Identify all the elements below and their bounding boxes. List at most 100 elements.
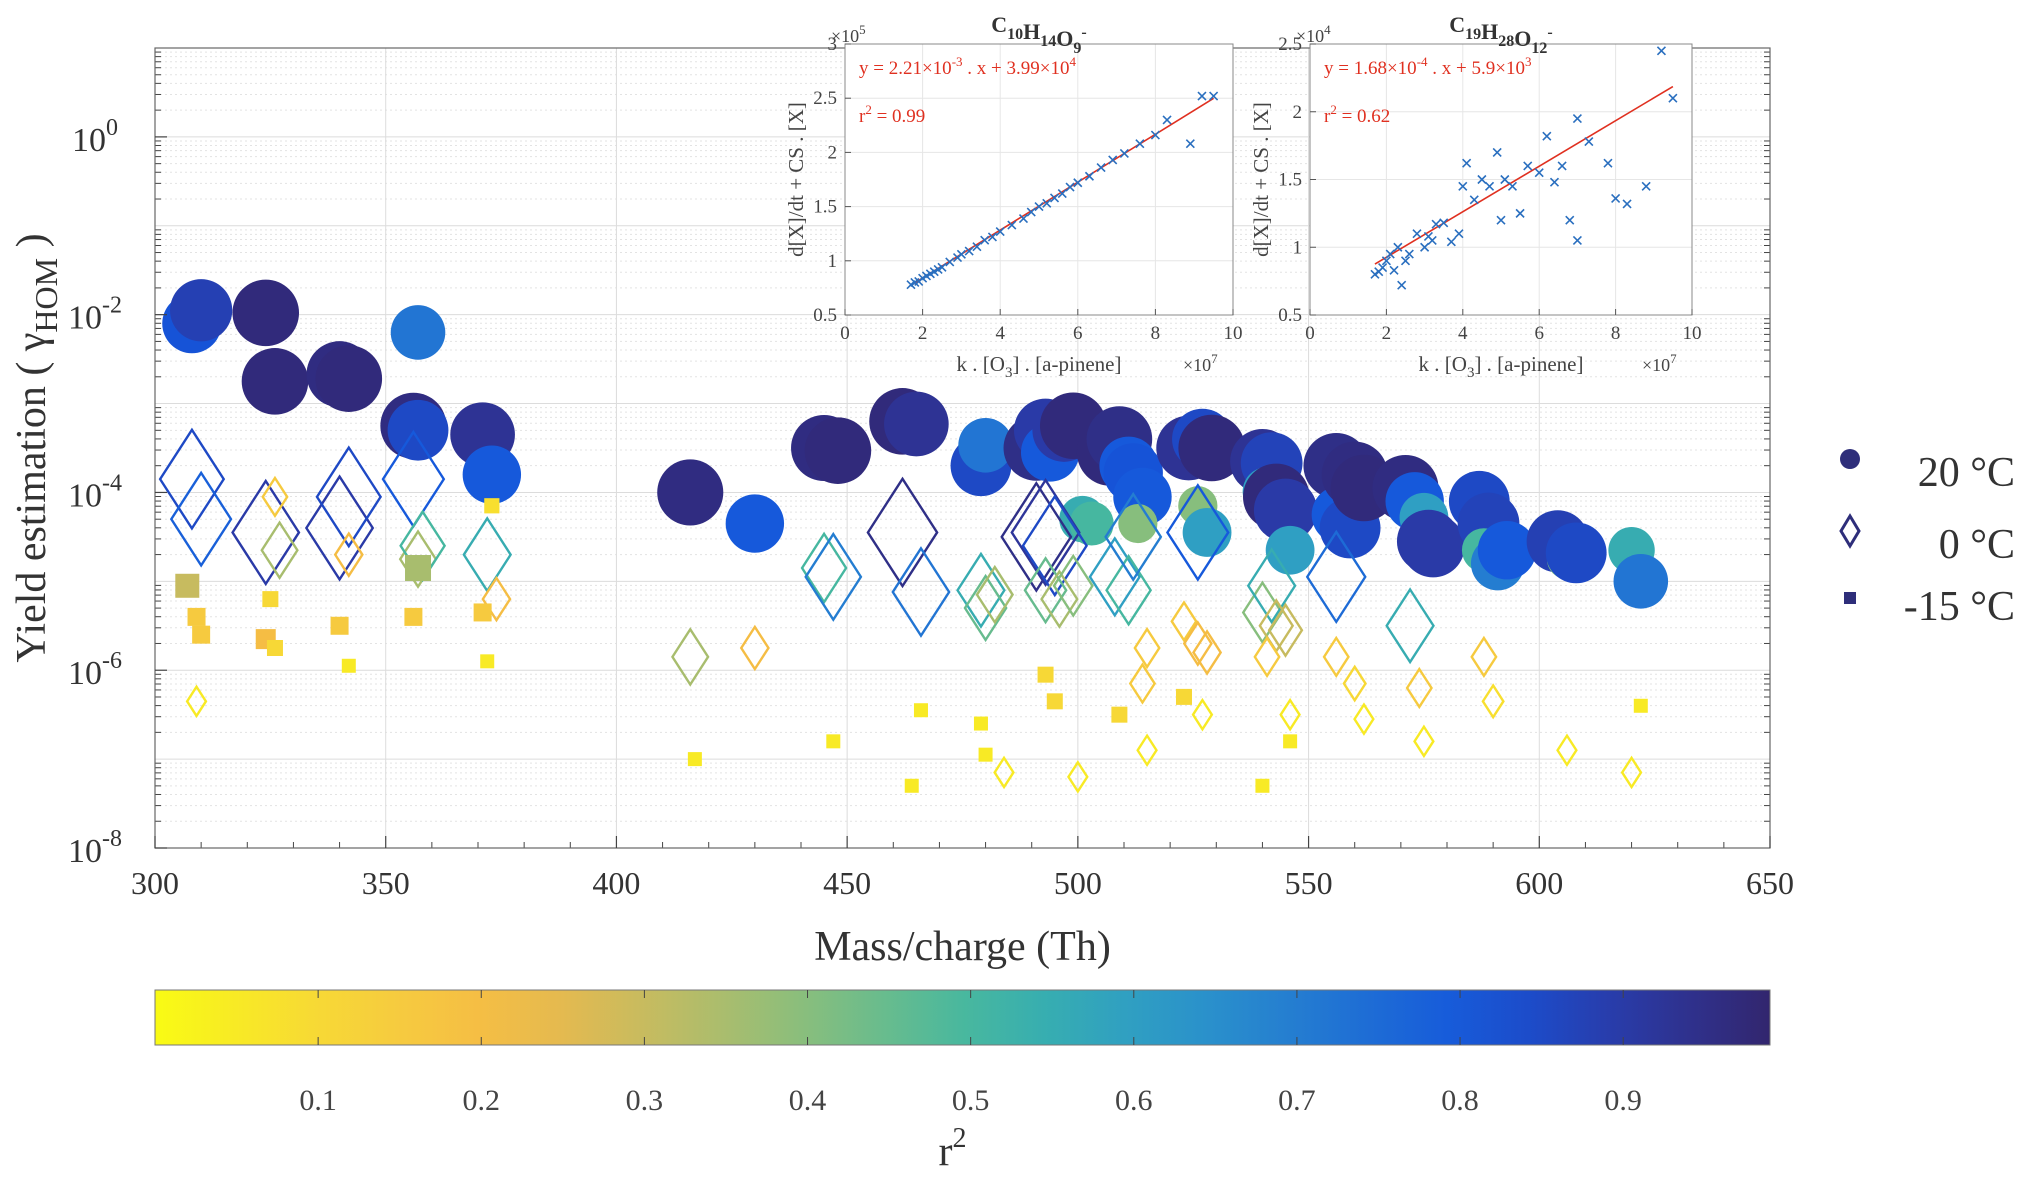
point-circle: [1265, 525, 1315, 575]
inset-fit-equation: y = 1.68×10-4 . x + 5.9×103: [1324, 54, 1531, 79]
inset-point: [1515, 208, 1525, 218]
point-circle: [241, 348, 309, 415]
inset-point: [1431, 219, 1441, 229]
inset-point: [1057, 189, 1067, 199]
point-square: [480, 654, 495, 669]
y-label-sub: HOM: [28, 258, 64, 333]
inset-x-tick-label: 8: [1151, 323, 1161, 344]
inset-x-tick-label: 0: [1305, 323, 1315, 344]
inset-point: [1096, 163, 1106, 173]
inset-point: [1458, 181, 1468, 191]
point-diamond: [1246, 547, 1297, 625]
inset-point: [945, 257, 955, 267]
point-square: [826, 734, 841, 749]
point-square: [1046, 693, 1063, 710]
y-tick-base: 10: [68, 300, 102, 337]
colorbar-tick-label: 0.9: [1604, 1084, 1642, 1117]
inset-point: [1378, 263, 1388, 273]
y-tick-label: 10-4: [68, 470, 122, 514]
inset-title-element: O: [1514, 26, 1531, 51]
x-axis-label: Mass/charge (Th): [814, 924, 1111, 970]
y-label-symbol: γ: [9, 333, 55, 362]
inset-x-exponent: ×107: [1183, 351, 1218, 375]
inset-y-label: d[X]/dt + CS . [X]: [784, 102, 808, 257]
inset-x-tick-label: 2: [918, 323, 928, 344]
inset-title-sub: 14: [1040, 33, 1056, 50]
point-circle: [804, 417, 872, 484]
x-tick-label: 500: [1054, 865, 1102, 901]
point-diamond: [1385, 587, 1435, 665]
inset-point: [1389, 265, 1399, 275]
inset-point: [964, 246, 974, 256]
inset-y-tick-label: 2.5: [1278, 34, 1302, 55]
point-diamond: [315, 445, 383, 549]
inset-point: [1549, 177, 1560, 187]
inset-title-sub: 12: [1531, 40, 1547, 57]
legend: 20 °C 0 °C -15 °C: [1839, 449, 2015, 630]
inset-point: [1507, 181, 1518, 191]
inset-x-tick-label: 10: [1683, 323, 1702, 344]
inset-fit-equation: y = 2.21×10-3 . x + 3.99×104: [859, 54, 1076, 79]
y-tick-label: 10-8: [68, 826, 122, 870]
point-diamond: [304, 474, 375, 582]
point-square: [1175, 688, 1192, 705]
inset-fit-part2: . x + 5.9×10: [1428, 58, 1525, 79]
point-diamond: [261, 475, 289, 519]
inset-y-tick-label: 3: [828, 34, 838, 55]
point-circle: [1545, 522, 1607, 584]
inset-y-exponent: ×104: [1296, 22, 1331, 46]
inset-point: [1496, 215, 1506, 225]
point-diamond: [1105, 553, 1153, 627]
inset-y-tick-label: 0.5: [813, 305, 837, 326]
point-diamond: [800, 531, 848, 605]
point-diamond: [1279, 697, 1301, 732]
point-diamond: [1136, 733, 1158, 768]
inset-x-label-sub: 3: [1005, 365, 1013, 381]
point-diamond: [398, 529, 438, 589]
y-tick-base: 10: [68, 833, 102, 870]
inset-x-tick-label: 10: [1224, 323, 1243, 344]
point-diamond: [481, 575, 512, 623]
point-square: [484, 498, 500, 514]
point-square: [262, 591, 279, 608]
inset-y-exp-power: 5: [859, 22, 866, 37]
series-diamond: [158, 427, 1643, 794]
y-axis-label: Yield estimation ( γHOM ): [9, 233, 64, 662]
inset-point: [1412, 229, 1422, 239]
point-square: [904, 778, 919, 793]
inset-x-exponent: ×107: [1642, 351, 1677, 375]
inset-point: [1073, 178, 1083, 188]
point-square: [1633, 698, 1648, 713]
point-diamond: [1342, 664, 1367, 703]
inset-x-label-rest: ] . [a-pinene]: [1474, 352, 1583, 376]
inset-title-sup: -: [1081, 24, 1086, 41]
inset-y-tick-label: 1.5: [813, 197, 837, 218]
inset-point: [1603, 158, 1613, 168]
inset-r2: r2 = 0.62: [1324, 102, 1390, 127]
inset-r2-value: = 0.62: [1337, 106, 1390, 127]
inset-point: [1477, 174, 1487, 185]
inset-point: [1492, 147, 1502, 157]
inset-point: [1584, 136, 1594, 147]
point-diamond: [1481, 683, 1505, 720]
point-square: [175, 573, 200, 598]
point-square: [404, 607, 423, 626]
inset-x-exp-base: ×10: [1642, 355, 1670, 375]
colorbar-tick-label: 0.2: [463, 1084, 501, 1117]
inset-point: [1572, 235, 1582, 246]
inset-title-sub: 28: [1498, 33, 1514, 50]
y-tick-label: 100: [72, 115, 118, 159]
point-diamond: [975, 564, 1015, 625]
inset-point: [1572, 113, 1582, 124]
legend-label: 20 °C: [1918, 450, 2015, 496]
inset-y-label: d[X]/dt + CS . [X]: [1249, 102, 1273, 257]
y-tick-exponent: -6: [102, 648, 122, 674]
point-square: [1255, 778, 1270, 793]
point-square: [192, 625, 211, 644]
inset-r2-label: r: [859, 106, 866, 127]
y-tick-exponent: 0: [106, 115, 118, 141]
inset-plot-area: [845, 44, 1233, 315]
point-square: [405, 555, 432, 581]
